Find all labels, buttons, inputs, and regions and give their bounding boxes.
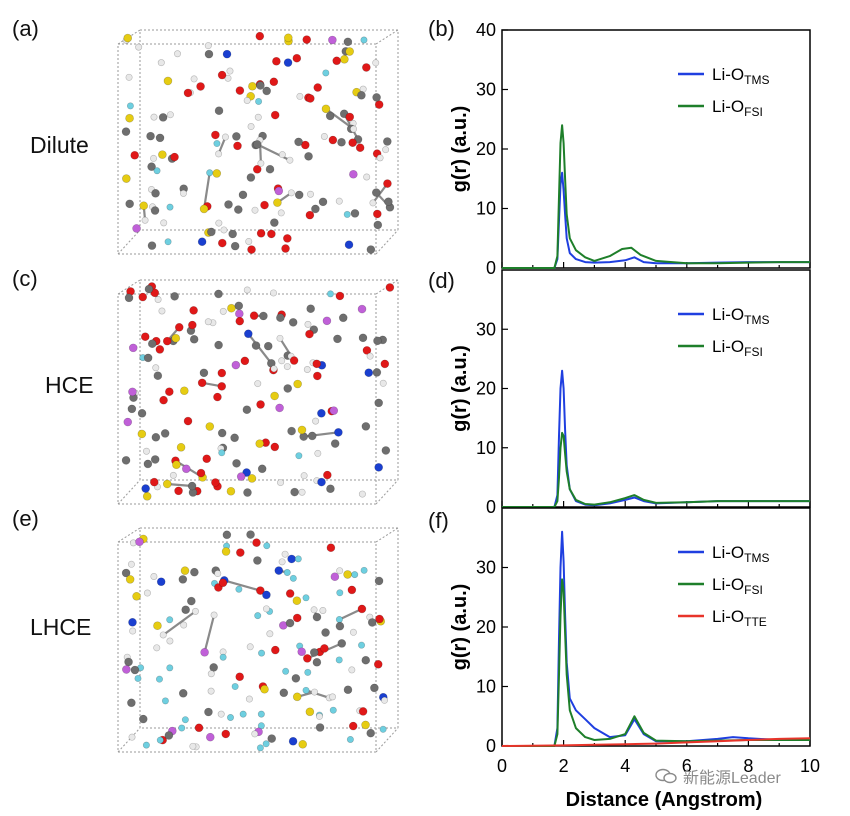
series-line-tte	[501, 737, 811, 747]
panel-label-a: (a)	[12, 16, 39, 41]
legend-label-fsi: Li-OFSI	[712, 337, 763, 359]
y-axis-title: g(r) (a.u.)	[449, 584, 471, 671]
y-tick-label: 10	[476, 199, 496, 219]
legend-label-tte: Li-OTTE	[712, 607, 767, 629]
x-tick-label: 2	[559, 756, 569, 776]
y-tick-label: 20	[476, 379, 496, 399]
y-tick-label: 40	[476, 20, 496, 40]
panel-label-f: (f)	[428, 508, 449, 533]
panel-label-e: (e)	[12, 506, 39, 531]
y-tick-label: 30	[476, 319, 496, 339]
y-tick-label: 0	[486, 497, 496, 517]
system-label-hce: HCE	[45, 372, 94, 398]
y-tick-label: 10	[476, 677, 496, 697]
y-axis-title: g(r) (a.u.)	[449, 106, 471, 193]
legend-label-fsi: Li-OFSI	[712, 575, 763, 597]
series-line-tms	[502, 171, 810, 269]
y-tick-label: 30	[476, 80, 496, 100]
plot-frame	[501, 269, 811, 508]
plot-frame	[501, 507, 811, 747]
y-tick-label: 0	[486, 258, 496, 278]
wechat-icon	[655, 768, 677, 784]
legend-label-tms: Li-OTMS	[712, 65, 769, 87]
legend-label-fsi: Li-OFSI	[712, 97, 763, 119]
x-tick-label: 10	[800, 756, 820, 776]
series-line-tms	[502, 530, 810, 747]
y-tick-label: 20	[476, 617, 496, 637]
y-tick-label: 30	[476, 558, 496, 578]
series-line-fsi	[502, 431, 810, 508]
panel-label-c: (c)	[12, 266, 38, 291]
panel-label-b: (b)	[428, 16, 455, 41]
panel-label-d: (d)	[428, 268, 455, 293]
molecular-snapshot-lhce	[117, 527, 399, 753]
y-tick-label: 20	[476, 139, 496, 159]
system-label-dilute: Dilute	[30, 132, 89, 158]
y-tick-label: 10	[476, 438, 496, 458]
watermark-text: 新能源Leader	[683, 770, 781, 787]
molecular-snapshot-dilute	[117, 29, 399, 255]
series-line-fsi	[502, 578, 810, 747]
y-tick-label: 0	[486, 736, 496, 756]
rdf-panel-hce: 0 10 20 30g(r) (a.u.) Li-OTMS Li-OFSI	[449, 269, 811, 517]
legend-label-tms: Li-OTMS	[712, 305, 769, 327]
series-line-tms	[502, 369, 810, 508]
watermark: 新能源Leader	[655, 764, 781, 788]
rdf-panel-dilute: 0 10 20 30 40 g(r) (a.u.) Li-OTMS Li-OFSI	[449, 20, 811, 278]
x-tick-label: 0	[497, 756, 507, 776]
x-tick-label: 4	[620, 756, 630, 776]
series-line-fsi	[502, 124, 810, 269]
legend-label-tms: Li-OTMS	[712, 543, 769, 565]
y-axis-title: g(r) (a.u.)	[449, 345, 471, 432]
plot-frame	[501, 29, 811, 269]
system-label-lhce: LHCE	[30, 614, 92, 640]
molecular-snapshot-hce	[117, 279, 399, 505]
x-axis-title: Distance (Angstrom)	[566, 789, 763, 811]
